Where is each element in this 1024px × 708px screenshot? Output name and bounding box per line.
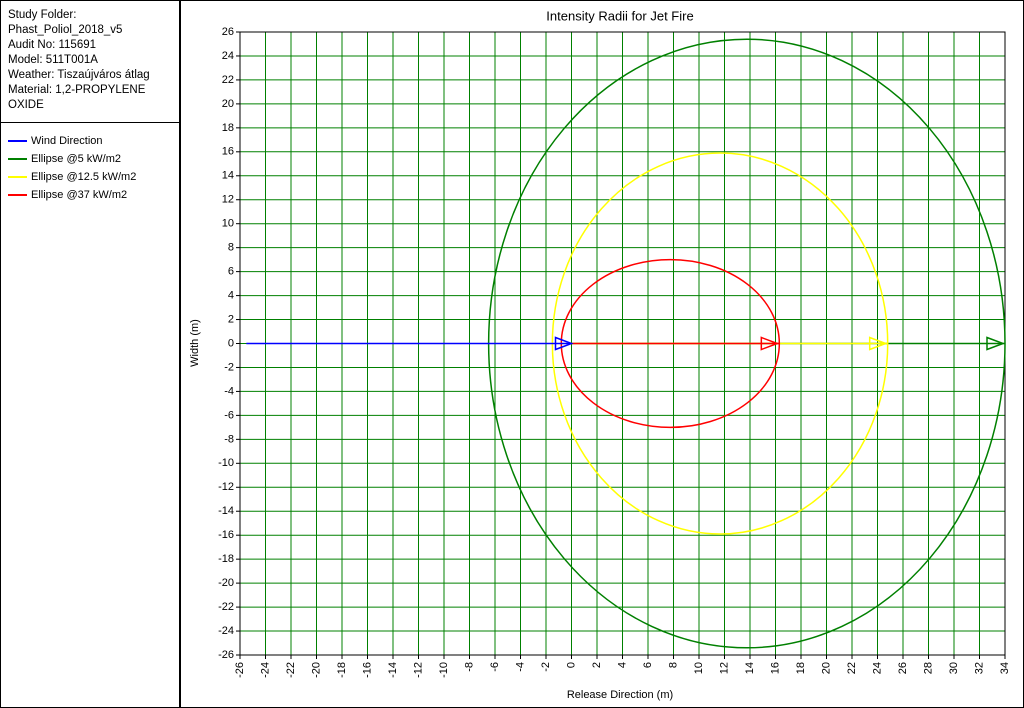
y-axis-label: Width (m) [189,319,201,367]
x-tick-label: 20 [820,662,832,674]
x-tick-label: -4 [514,662,526,672]
x-tick-label: 4 [616,662,628,668]
info-line: Material: 1,2-PROPYLENE [8,84,146,96]
x-tick-label: -6 [489,662,501,672]
y-tick-label: 26 [222,26,234,38]
x-tick-label: -22 [285,662,297,678]
y-tick-label: 24 [222,50,234,62]
y-tick-label: 2 [228,313,234,325]
y-tick-label: 14 [222,170,234,182]
x-tick-label: 32 [973,662,985,674]
x-axis-label: Release Direction (m) [567,689,673,701]
x-tick-label: 26 [897,662,909,674]
chart-title: Intensity Radii for Jet Fire [546,8,693,23]
y-tick-label: 4 [228,289,234,301]
y-tick-label: 6 [228,266,234,278]
chart-frame [180,0,1024,708]
arrow-head [868,336,888,351]
info-line: Study Folder: [8,9,76,21]
y-tick-label: 20 [222,98,234,110]
x-tick-label: 8 [667,662,679,668]
x-tick-label: 30 [948,662,960,674]
x-tick-label: -24 [259,662,271,678]
x-tick-label: -12 [412,662,424,678]
y-tick-label: 10 [222,218,234,230]
x-tick-label: 6 [642,662,654,668]
x-tick-label: 12 [718,662,730,674]
x-tick-label: 10 [693,662,705,674]
y-tick-label: -10 [218,457,234,469]
arrow-head [554,336,574,351]
y-tick-label: -18 [218,553,234,565]
x-tick-label: 18 [795,662,807,674]
legend-label: Ellipse @5 kW/m2 [31,153,121,165]
y-tick-label: -20 [218,577,234,589]
legend-label: Wind Direction [31,135,103,147]
x-tick-label: -10 [438,662,450,678]
info-line: Model: 511T001A [8,54,98,66]
y-tick-label: -22 [218,601,234,613]
side-panel [0,0,180,708]
info-line: Weather: Tiszaújváros átlag [8,69,150,81]
y-tick-label: -6 [224,409,234,421]
y-tick-label: -12 [218,481,234,493]
x-tick-label: -14 [387,662,399,678]
y-tick-label: 0 [228,337,234,349]
x-tick-label: 0 [565,662,577,668]
y-tick-label: 18 [222,122,234,134]
arrow-head [760,336,780,351]
y-tick-label: 12 [222,194,234,206]
legend-label: Ellipse @12.5 kW/m2 [31,171,136,183]
arrow-head [986,336,1006,351]
y-tick-label: -14 [218,505,234,517]
y-tick-label: 8 [228,242,234,254]
x-tick-label: -18 [336,662,348,678]
x-tick-label: 22 [846,662,858,674]
info-line: Phast_Poliol_2018_v5 [8,24,122,36]
x-tick-label: 24 [871,662,883,674]
y-tick-label: 16 [222,146,234,158]
x-tick-label: -16 [361,662,373,678]
x-tick-label: -26 [234,662,246,678]
x-tick-label: -2 [540,662,552,672]
y-tick-label: -8 [224,433,234,445]
y-tick-label: -24 [218,625,234,637]
x-tick-label: 2 [591,662,603,668]
x-tick-label: 14 [744,662,756,674]
legend-label: Ellipse @37 kW/m2 [31,189,127,201]
x-tick-label: 28 [922,662,934,674]
y-tick-label: -16 [218,529,234,541]
info-line: OXIDE [8,99,44,111]
y-tick-label: -2 [224,361,234,373]
x-tick-label: -8 [463,662,475,672]
x-tick-label: 34 [999,662,1011,674]
x-tick-label: 16 [769,662,781,674]
y-tick-label: 22 [222,74,234,86]
x-tick-label: -20 [310,662,322,678]
y-tick-label: -4 [224,385,234,397]
y-tick-label: -26 [218,649,234,661]
info-line: Audit No: 115691 [8,39,96,51]
